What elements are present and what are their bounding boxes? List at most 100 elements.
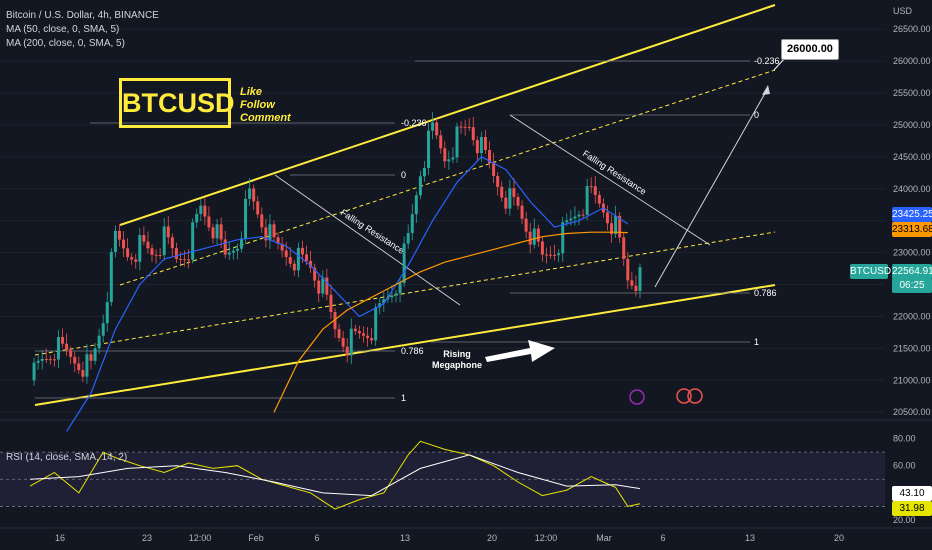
candle-body — [97, 335, 101, 349]
candle-body — [565, 220, 569, 223]
price-tick-label: 25500.00 — [893, 88, 931, 98]
megaphone-arrow — [485, 340, 555, 362]
candle-body — [374, 307, 378, 341]
channel-mid-line-lower — [34, 231, 776, 356]
candle-body — [622, 237, 626, 259]
candle-body — [158, 255, 162, 257]
time-tick-label: 13 — [400, 533, 410, 543]
fib-level-label: -0.236 — [754, 56, 780, 66]
last-price-badge: 22564.91 — [892, 264, 932, 279]
candle-body — [504, 197, 508, 209]
candle-body — [557, 253, 561, 256]
candle-body — [610, 223, 614, 235]
falling-resistance-label: Falling Resistance — [339, 207, 406, 255]
candle-body — [585, 186, 589, 215]
candle-body — [244, 198, 248, 239]
candle-body — [248, 188, 252, 199]
candle-body — [435, 122, 439, 136]
candle-body — [288, 257, 292, 264]
candle-body — [394, 293, 398, 296]
candle-body — [508, 188, 512, 209]
candle-body — [540, 241, 544, 255]
candle-body — [199, 205, 203, 214]
candle-body — [500, 186, 504, 198]
candle-body — [284, 250, 288, 258]
candle-body — [195, 213, 199, 223]
price-tick-label: 25000.00 — [893, 120, 931, 130]
candle-body — [467, 126, 471, 128]
candle-body — [361, 333, 365, 336]
candle-body — [122, 239, 126, 249]
candle-body — [101, 323, 105, 336]
ma200-legend: MA (200, close, 0, SMA, 5) — [6, 38, 125, 49]
candle-body — [406, 233, 410, 244]
candle-body — [61, 337, 65, 344]
candle-body — [300, 247, 304, 255]
candle-body — [577, 214, 581, 217]
candle-body — [73, 356, 77, 364]
follow-text: Follow — [240, 99, 275, 111]
ma50-legend: MA (50, close, 0, SMA, 5) — [6, 24, 120, 35]
candle-body — [553, 254, 557, 256]
time-tick-label: 13 — [745, 533, 755, 543]
candle-body — [207, 216, 211, 228]
rsi-tick-label: 20.00 — [893, 515, 916, 525]
projection-arrow-line — [654, 87, 769, 288]
candle-body — [317, 280, 321, 294]
candle-body — [52, 359, 56, 361]
time-tick-label: Mar — [596, 533, 612, 543]
candle-body — [146, 241, 150, 249]
candle-body — [325, 277, 329, 295]
time-tick-label: 20 — [834, 533, 844, 543]
candle-body — [40, 358, 44, 361]
candle-body — [410, 214, 414, 234]
candle-body — [264, 227, 268, 241]
price-unit-label: USD — [893, 6, 913, 16]
candle-body — [309, 261, 313, 268]
candle-body — [227, 252, 231, 255]
candle-body — [77, 363, 81, 371]
candle-body — [463, 126, 467, 128]
falling-resistance-line — [274, 174, 461, 306]
fib-level-label: 0.786 — [401, 346, 424, 356]
candle-body — [479, 137, 483, 154]
ma50-badge: 23425.25 — [892, 207, 932, 222]
megaphone-label: Rising Megaphone — [432, 349, 482, 370]
candle-body — [349, 328, 353, 356]
candle-body — [252, 188, 256, 202]
rsi-badge: 43.10 — [892, 486, 932, 501]
event-flash-icon — [629, 389, 645, 405]
candle-body — [178, 259, 182, 260]
candle-body — [357, 331, 361, 334]
fib-level-label: 0.786 — [754, 288, 777, 298]
candle-body — [483, 137, 487, 151]
candle-body — [581, 214, 585, 216]
candle-body — [235, 248, 239, 251]
candle-body — [313, 267, 317, 281]
candle-body — [191, 222, 195, 260]
candle-body — [370, 338, 374, 341]
candle-body — [447, 159, 451, 162]
rsi-ma-badge: 31.98 — [892, 501, 932, 516]
candle-body — [532, 228, 536, 245]
candle-body — [292, 263, 296, 271]
candle-body — [154, 254, 158, 256]
candle-body — [44, 358, 48, 360]
candle-body — [630, 280, 634, 286]
candle-body — [337, 329, 341, 338]
rsi-legend: RSI (14, close, SMA, 14, 2) — [6, 452, 128, 463]
time-tick-label: 23 — [142, 533, 152, 543]
candle-body — [174, 248, 178, 259]
candle-body — [451, 157, 455, 160]
candle-body — [183, 259, 187, 261]
candle-body — [597, 194, 601, 204]
candle-body — [109, 251, 113, 303]
megaphone-label-line: Megaphone — [432, 360, 482, 370]
countdown-badge: 06:25 — [892, 278, 932, 293]
candle-body — [536, 228, 540, 242]
candle-body — [402, 243, 406, 284]
candle-body — [431, 122, 435, 131]
candle-body — [65, 343, 69, 351]
candle-body — [475, 140, 479, 154]
